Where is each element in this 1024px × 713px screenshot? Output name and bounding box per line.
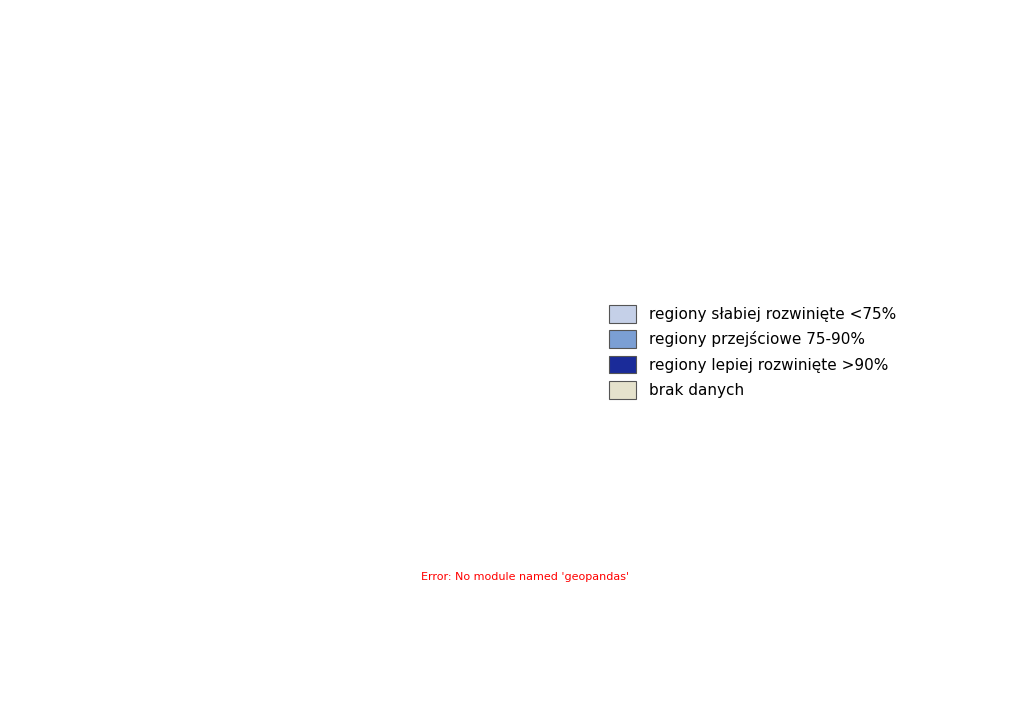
Text: Error: No module named 'geopandas': Error: No module named 'geopandas' (421, 572, 629, 582)
Legend: regiony słabiej rozwinięte <75%, regiony przejściowe 75-90%, regiony lepiej rozw: regiony słabiej rozwinięte <75%, regiony… (603, 299, 902, 405)
